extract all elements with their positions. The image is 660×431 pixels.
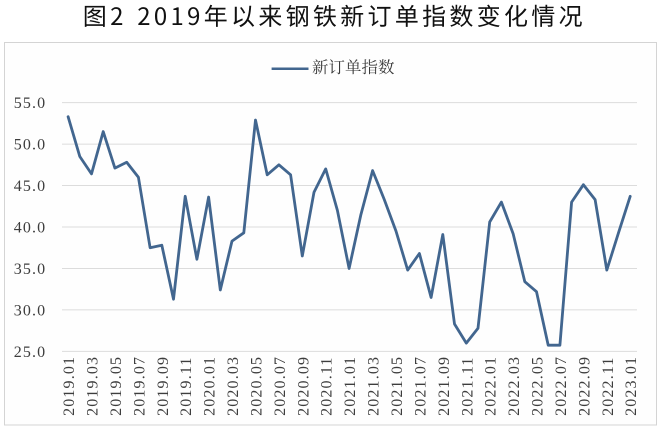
svg-text:2020.03: 2020.03 bbox=[225, 356, 242, 416]
svg-text:2023.01: 2023.01 bbox=[623, 356, 640, 416]
svg-text:45.0: 45.0 bbox=[14, 178, 47, 195]
svg-text:2020.07: 2020.07 bbox=[272, 356, 289, 416]
svg-text:2019.05: 2019.05 bbox=[108, 356, 125, 416]
svg-text:2022.11: 2022.11 bbox=[600, 356, 617, 415]
svg-text:35.0: 35.0 bbox=[14, 261, 47, 278]
svg-text:2019.09: 2019.09 bbox=[155, 356, 172, 416]
svg-text:40.0: 40.0 bbox=[14, 220, 47, 237]
svg-text:55.0: 55.0 bbox=[14, 95, 47, 112]
svg-text:2021.01: 2021.01 bbox=[342, 356, 359, 416]
svg-text:2022.01: 2022.01 bbox=[483, 356, 500, 416]
svg-text:2019.03: 2019.03 bbox=[85, 356, 102, 416]
svg-text:2022.09: 2022.09 bbox=[576, 356, 593, 416]
svg-text:2020.11: 2020.11 bbox=[319, 356, 336, 415]
svg-text:2020.05: 2020.05 bbox=[249, 356, 266, 416]
svg-text:2022.07: 2022.07 bbox=[553, 356, 570, 416]
svg-text:2020.01: 2020.01 bbox=[202, 356, 219, 416]
svg-text:2021.07: 2021.07 bbox=[412, 356, 429, 416]
svg-text:2019.01: 2019.01 bbox=[61, 356, 78, 416]
svg-text:2021.03: 2021.03 bbox=[366, 356, 383, 416]
svg-text:2022.03: 2022.03 bbox=[506, 356, 523, 416]
svg-text:50.0: 50.0 bbox=[14, 137, 47, 154]
svg-text:25.0: 25.0 bbox=[14, 344, 47, 361]
svg-text:2019.11: 2019.11 bbox=[178, 356, 195, 415]
svg-text:2022.05: 2022.05 bbox=[530, 356, 547, 416]
svg-text:2021.11: 2021.11 bbox=[459, 356, 476, 415]
svg-text:30.0: 30.0 bbox=[14, 302, 47, 319]
svg-text:2021.09: 2021.09 bbox=[436, 356, 453, 416]
svg-text:2020.09: 2020.09 bbox=[295, 356, 312, 416]
svg-text:2019.07: 2019.07 bbox=[131, 356, 148, 416]
svg-text:2021.05: 2021.05 bbox=[389, 356, 406, 416]
